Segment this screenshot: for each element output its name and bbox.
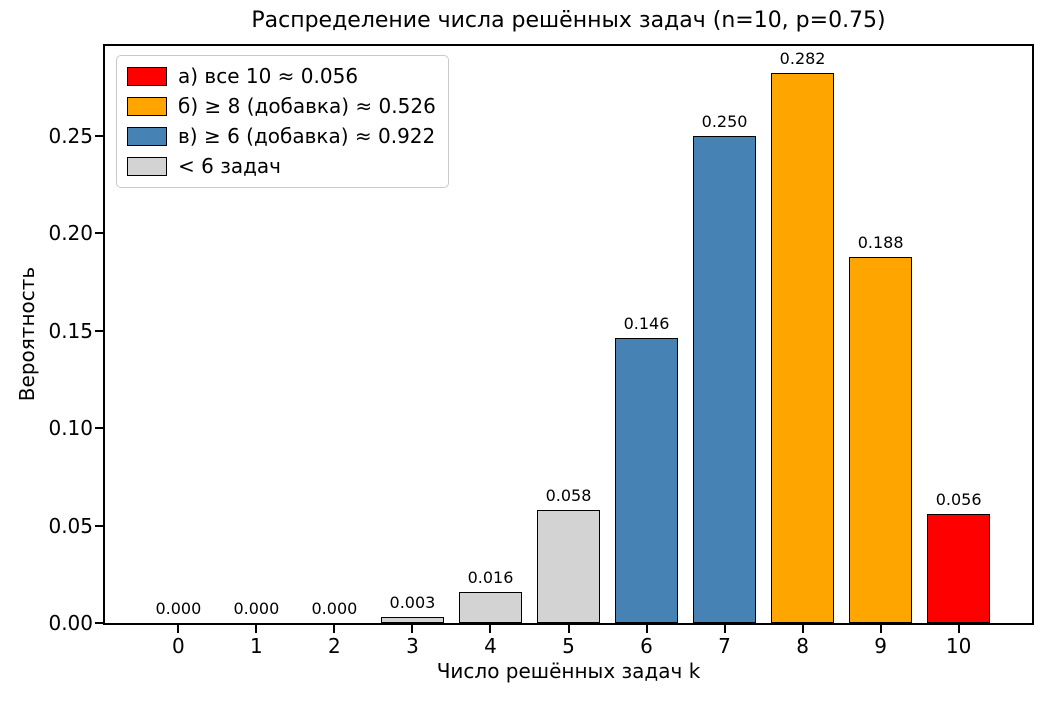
bar-value-label-k3: 0.003 [389,593,436,613]
bar-k7 [693,135,756,623]
bar-value-label-k1: 0.000 [233,599,280,618]
bar-value-label-k10: 0.056 [935,489,982,509]
legend-swatch-1 [127,96,167,116]
chart-title: Распределение числа решённых задач (n=10… [251,8,886,33]
y-axis-label: Вероятность [15,266,39,402]
x-tick-mark [333,625,336,633]
x-tick-label: 2 [328,634,341,658]
y-tick-mark [95,524,103,527]
y-tick-mark [95,622,103,624]
x-tick-mark [567,625,570,633]
bar-value-label-k4: 0.016 [467,567,514,587]
legend-item-1: б) ≥ 8 (добавка) ≈ 0.526 [127,95,436,117]
bar-value-label-k7: 0.250 [701,111,748,131]
y-tick-label: 0.20 [48,221,93,246]
legend-label-0: а) все 10 ≈ 0.056 [178,64,359,88]
legend-item-0: а) все 10 ≈ 0.056 [127,65,436,87]
bar-k5 [537,509,600,623]
plot-area: 0.000 0.000 0.000 0.003 0.016 0.058 0.146 0.250… [48,44,1034,656]
x-tick-label: 4 [484,634,497,658]
bar-k8 [771,73,834,623]
x-axis-label: Число решённых задач k [436,659,701,683]
legend-label-2: в) ≥ 6 (добавка) ≈ 0.922 [178,124,436,148]
x-tick-mark [723,625,726,633]
y-tick-label: 0.00 [48,611,93,635]
bar-value-label-k8: 0.282 [779,49,826,69]
x-tick-mark [879,625,882,633]
bar-k9 [849,256,912,623]
x-tick-label: 10 [945,634,972,658]
bar-k6 [615,338,678,623]
bar-value-label-k2: 0.000 [311,599,358,618]
x-tick-mark [489,625,492,633]
bar-k10 [927,513,990,623]
legend: а) все 10 ≈ 0.056 б) ≥ 8 (добавка) ≈ 0.52… [116,55,449,188]
y-tick-mark [95,232,103,235]
y-tick-label: 0.10 [48,416,93,441]
bar-value-label-k0: 0.000 [155,599,202,618]
y-tick-label: 0.05 [48,513,93,538]
x-tick-mark [957,625,960,633]
x-tick-label: 6 [640,634,653,658]
bar-value-label-k9: 0.188 [857,232,904,252]
x-tick-mark [177,625,180,633]
bar-k4 [459,591,522,623]
legend-swatch-3 [127,156,167,176]
bar-value-label-k6: 0.146 [623,314,670,334]
legend-swatch-0 [127,66,167,86]
x-tick-label: 0 [171,634,185,658]
x-tick-mark [645,625,648,633]
x-tick-mark [255,625,258,633]
x-tick-label: 5 [562,634,575,658]
legend-item-3: < 6 задач [127,155,436,177]
x-tick-label: 3 [406,634,419,658]
y-tick-mark [95,427,103,430]
bar-k3 [381,617,444,623]
x-tick-mark [411,625,414,633]
bar-value-label-k5: 0.058 [545,485,592,505]
legend-label-3: < 6 задач [178,154,281,178]
y-tick-label: 0.15 [48,318,93,343]
legend-item-2: в) ≥ 6 (добавка) ≈ 0.922 [127,125,436,147]
legend-swatch-2 [127,126,167,146]
y-tick-mark [95,329,103,332]
x-tick-label: 7 [718,634,731,658]
x-tick-label: 1 [250,634,263,658]
x-tick-label: 9 [874,634,887,658]
x-tick-label: 8 [796,634,809,658]
x-tick-mark [801,625,804,633]
y-tick-label: 0.25 [48,123,93,148]
y-tick-mark [95,134,103,137]
legend-label-1: б) ≥ 8 (добавка) ≈ 0.526 [178,94,436,118]
